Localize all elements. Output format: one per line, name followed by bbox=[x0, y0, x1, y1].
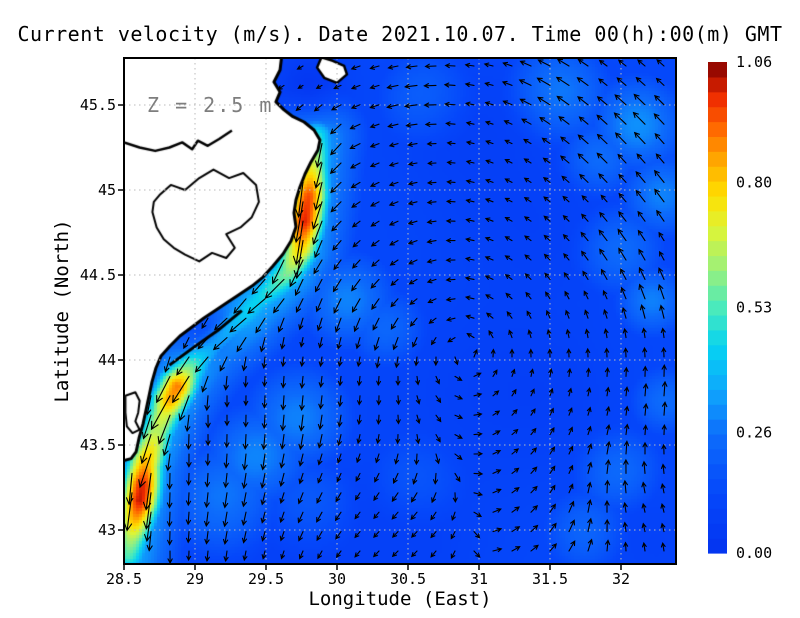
x-tick-label: 30.5 bbox=[390, 570, 426, 588]
plot-frame bbox=[123, 57, 677, 565]
colorbar-segment bbox=[708, 91, 727, 108]
y-tick-label: 43 bbox=[98, 521, 116, 539]
colorbar-segment bbox=[708, 359, 727, 376]
colorbar-segment bbox=[708, 419, 727, 435]
colorbar-segment bbox=[708, 181, 727, 197]
colorbar-segment bbox=[708, 538, 727, 554]
y-tick-label: 45 bbox=[98, 181, 116, 199]
colorbar-segment bbox=[708, 344, 727, 361]
y-axis-label: Latitude (North) bbox=[51, 219, 73, 403]
y-tick-label: 43.5 bbox=[80, 436, 116, 454]
colorbar-segment bbox=[708, 225, 727, 242]
colorbar-segment bbox=[708, 404, 727, 420]
colorbar-segment bbox=[708, 136, 727, 152]
colorbar-segment bbox=[708, 329, 727, 346]
x-tick-label: 32 bbox=[612, 570, 630, 588]
x-tick-label: 29 bbox=[186, 570, 204, 588]
colorbar-segment bbox=[708, 195, 727, 212]
colorbar-tick-label: 1.06 bbox=[736, 53, 772, 71]
colorbar-segment bbox=[708, 240, 727, 257]
colorbar-segment bbox=[708, 166, 727, 182]
colorbar-segment bbox=[708, 62, 727, 78]
x-tick-label: 30 bbox=[328, 570, 346, 588]
colorbar-segment bbox=[708, 448, 727, 465]
y-tick-label: 44.5 bbox=[80, 266, 116, 284]
depth-label: Z = 2.5 m bbox=[147, 93, 273, 117]
colorbar-segment bbox=[708, 270, 727, 286]
colorbar-segment bbox=[708, 523, 727, 539]
x-tick-label: 28.5 bbox=[106, 570, 142, 588]
colorbar-tick-label: 0.53 bbox=[736, 299, 772, 317]
velocity-field-map bbox=[124, 58, 676, 564]
colorbar-segment bbox=[708, 121, 727, 137]
colorbar-segment bbox=[708, 493, 727, 509]
colorbar-segment bbox=[708, 255, 727, 271]
y-tick-label: 45.5 bbox=[80, 96, 116, 114]
colorbar-segment bbox=[708, 285, 727, 301]
colorbar-segment bbox=[708, 508, 727, 524]
colorbar-segment bbox=[708, 210, 727, 227]
colorbar-segment bbox=[708, 314, 727, 331]
y-tick-label: 44 bbox=[98, 351, 116, 369]
colorbar-tick-label: 0.26 bbox=[736, 424, 772, 442]
colorbar-segment bbox=[708, 389, 727, 405]
x-tick-label: 31.5 bbox=[532, 570, 568, 588]
x-tick-label: 29.5 bbox=[248, 570, 284, 588]
x-tick-label: 31 bbox=[470, 570, 488, 588]
plot-title: Current velocity (m/s). Date 2021.10.07.… bbox=[17, 22, 783, 46]
colorbar-segment bbox=[708, 300, 727, 316]
colorbar-segment bbox=[708, 433, 727, 450]
velocity-arrows bbox=[123, 58, 668, 565]
colorbar-tick-label: 0.00 bbox=[736, 544, 772, 562]
colorbar-segment bbox=[708, 76, 727, 93]
colorbar-segment bbox=[708, 106, 727, 123]
colorbar-segment bbox=[708, 463, 727, 480]
colorbar-segment bbox=[708, 478, 727, 495]
colorbar-segment bbox=[708, 151, 727, 167]
x-axis-label: Longitude (East) bbox=[308, 588, 492, 610]
colorbar-segment bbox=[708, 374, 727, 390]
colorbar-tick-label: 0.80 bbox=[736, 173, 772, 191]
